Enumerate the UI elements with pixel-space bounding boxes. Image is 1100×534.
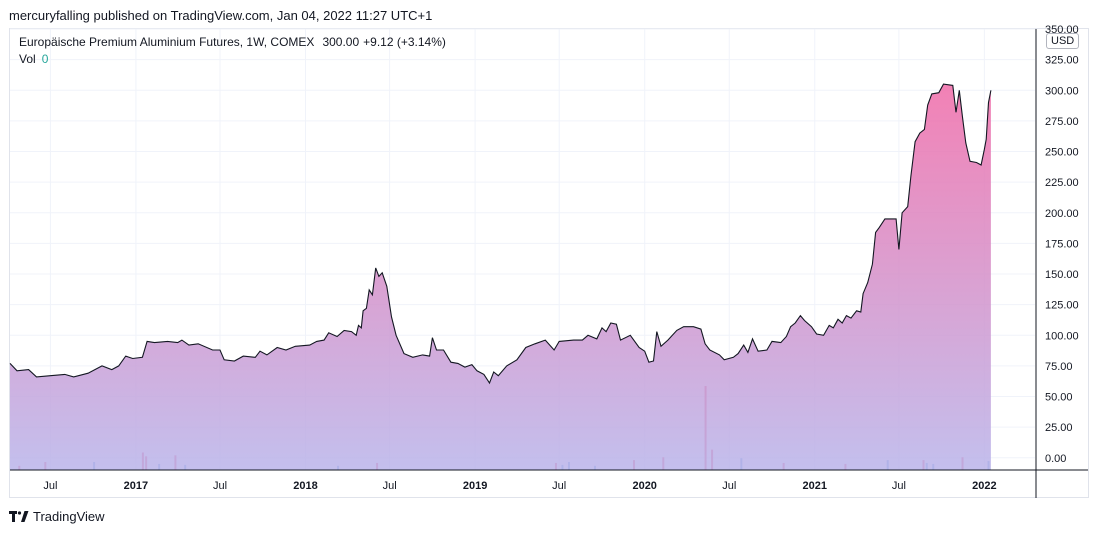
price-tick-label: 100.00	[1045, 330, 1079, 342]
price-tick-label: 125.00	[1045, 300, 1079, 312]
price-change: +9.12 (+3.14%)	[363, 35, 446, 49]
published-header: mercuryfalling published on TradingView.…	[9, 8, 433, 23]
time-tick-label: 2022	[972, 480, 996, 492]
time-axis[interactable]: Jul 2017 Jul 2018 Jul 2019 Jul 2020 Jul 2021 Jul 20…	[10, 469, 1088, 492]
time-tick-label: 2017	[124, 480, 148, 492]
price-tick-label: 225.00	[1045, 177, 1079, 189]
tradingview-logo[interactable]: TradingView	[9, 509, 105, 524]
volume-value: 0	[41, 52, 49, 66]
price-tick-label: 75.00	[1045, 361, 1073, 373]
time-tick-label: 2019	[463, 480, 487, 492]
price-tick-label: 0.00	[1045, 453, 1066, 465]
tradingview-logo-icon	[9, 510, 29, 522]
volume-label: Vol	[19, 52, 36, 66]
price-tick-label: 325.00	[1045, 55, 1079, 67]
price-axis[interactable]: 350.00325.00300.00275.00250.00225.00200.…	[1035, 24, 1079, 498]
time-tick-label: 2020	[632, 480, 656, 492]
currency-badge[interactable]: USD	[1046, 33, 1080, 49]
time-tick-label: Jul	[213, 480, 227, 492]
time-tick-label: Jul	[722, 480, 736, 492]
price-tick-label: 300.00	[1045, 85, 1079, 97]
chart-legend: Europäische Premium Aluminium Futures, 1…	[19, 35, 446, 66]
time-tick-label: Jul	[43, 480, 57, 492]
time-tick-label: 2021	[803, 480, 827, 492]
price-tick-label: 150.00	[1045, 269, 1079, 281]
time-tick-label: 2018	[293, 480, 317, 492]
price-tick-label: 175.00	[1045, 238, 1079, 250]
price-area-fill	[10, 84, 991, 470]
time-tick-label: Jul	[383, 480, 397, 492]
last-price: 300.00	[322, 35, 360, 49]
price-tick-label: 50.00	[1045, 392, 1073, 404]
price-tick-label: 250.00	[1045, 147, 1079, 159]
price-line	[9, 83, 992, 385]
price-tick-label: 200.00	[1045, 208, 1079, 220]
tradingview-brand: TradingView	[33, 509, 105, 524]
price-tick-label: 25.00	[1045, 422, 1073, 434]
time-tick-label: Jul	[552, 480, 566, 492]
price-tick-label: 275.00	[1045, 116, 1079, 128]
time-tick-label: Jul	[892, 480, 906, 492]
symbol-title[interactable]: Europäische Premium Aluminium Futures, 1…	[19, 35, 315, 49]
